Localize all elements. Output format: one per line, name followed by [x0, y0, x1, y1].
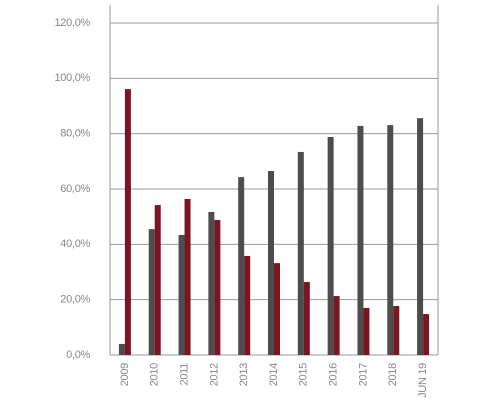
x-tick-label: 2013 — [238, 363, 250, 386]
x-tick-label: 2010 — [149, 363, 161, 386]
x-tick-label: JUN 19 — [417, 363, 429, 398]
bar — [268, 171, 274, 355]
bar — [297, 151, 304, 355]
x-tick-label: 2011 — [178, 363, 190, 386]
x-tick-label: 2009 — [119, 363, 131, 386]
y-tick-label: 80,0% — [60, 128, 90, 140]
bar — [387, 125, 394, 355]
bar — [124, 89, 131, 355]
bar — [423, 314, 430, 355]
x-tick-label: 2016 — [328, 363, 340, 386]
bar — [333, 296, 340, 355]
y-tick-label: 20,0% — [60, 294, 90, 306]
bar — [154, 205, 161, 355]
bar — [148, 229, 155, 355]
bar — [118, 343, 125, 355]
x-tick-label: 2015 — [298, 363, 310, 386]
bar — [327, 136, 334, 355]
y-tick-label: 60,0% — [60, 183, 90, 195]
bar — [357, 125, 364, 355]
bar — [184, 198, 191, 355]
bar — [363, 307, 370, 355]
y-tick-label: 120,0% — [54, 17, 90, 29]
y-tick-label: 0,0% — [66, 349, 90, 361]
bar — [274, 263, 280, 355]
bar — [238, 177, 245, 355]
x-tick-label: 2012 — [208, 363, 220, 386]
bar — [178, 234, 185, 355]
y-tick-label: 40,0% — [60, 238, 90, 250]
bar — [393, 306, 400, 355]
bar — [303, 281, 310, 355]
x-tick-label: 2018 — [387, 363, 399, 386]
x-tick-label: 2017 — [357, 363, 369, 386]
bar — [214, 219, 221, 355]
bar — [208, 211, 215, 355]
x-tick-label: 2014 — [268, 363, 280, 386]
bar — [417, 118, 424, 355]
y-tick-label: 100,0% — [54, 72, 90, 84]
bar — [244, 255, 251, 355]
